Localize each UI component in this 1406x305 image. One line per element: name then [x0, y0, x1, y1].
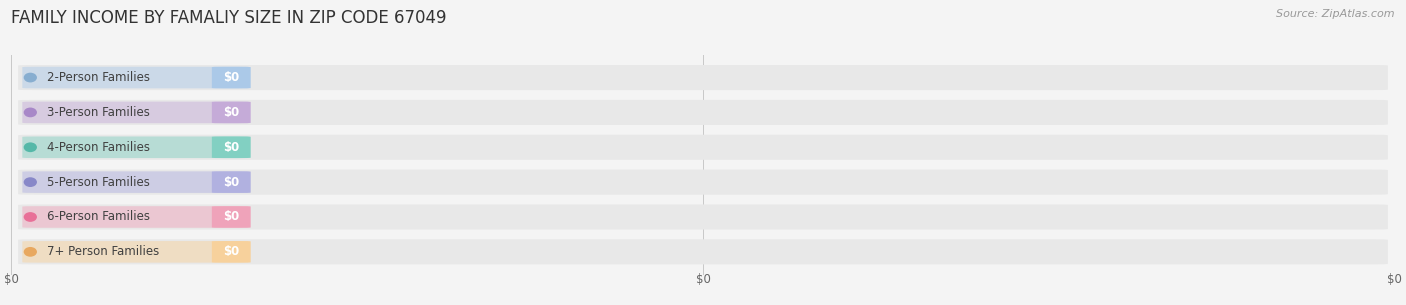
Text: 4-Person Families: 4-Person Families [46, 141, 149, 154]
Text: 2-Person Families: 2-Person Families [46, 71, 149, 84]
Text: 3-Person Families: 3-Person Families [46, 106, 149, 119]
FancyBboxPatch shape [22, 206, 250, 228]
Text: $0: $0 [224, 106, 239, 119]
FancyBboxPatch shape [18, 65, 1388, 90]
Ellipse shape [24, 247, 37, 257]
Text: $0: $0 [696, 274, 710, 286]
Ellipse shape [24, 108, 37, 117]
FancyBboxPatch shape [22, 102, 250, 123]
FancyBboxPatch shape [18, 170, 1388, 195]
Text: 5-Person Families: 5-Person Families [46, 176, 149, 188]
Text: 7+ Person Families: 7+ Person Families [46, 245, 159, 258]
FancyBboxPatch shape [18, 204, 1388, 230]
Text: $0: $0 [1388, 274, 1402, 286]
FancyBboxPatch shape [212, 102, 250, 123]
Text: Source: ZipAtlas.com: Source: ZipAtlas.com [1277, 9, 1395, 19]
FancyBboxPatch shape [212, 67, 250, 88]
Ellipse shape [24, 73, 37, 82]
Ellipse shape [24, 212, 37, 222]
FancyBboxPatch shape [212, 206, 250, 228]
FancyBboxPatch shape [18, 135, 1388, 160]
FancyBboxPatch shape [18, 239, 1388, 264]
FancyBboxPatch shape [22, 171, 250, 193]
Text: FAMILY INCOME BY FAMALIY SIZE IN ZIP CODE 67049: FAMILY INCOME BY FAMALIY SIZE IN ZIP COD… [11, 9, 447, 27]
FancyBboxPatch shape [212, 241, 250, 263]
FancyBboxPatch shape [22, 136, 250, 158]
Text: 6-Person Families: 6-Person Families [46, 210, 149, 224]
Text: $0: $0 [224, 210, 239, 224]
Text: $0: $0 [224, 71, 239, 84]
Text: $0: $0 [224, 245, 239, 258]
FancyBboxPatch shape [212, 171, 250, 193]
FancyBboxPatch shape [18, 100, 1388, 125]
Ellipse shape [24, 142, 37, 152]
FancyBboxPatch shape [22, 241, 250, 263]
Text: $0: $0 [224, 141, 239, 154]
Text: $0: $0 [4, 274, 18, 286]
Ellipse shape [24, 177, 37, 187]
FancyBboxPatch shape [22, 67, 250, 88]
Text: $0: $0 [224, 176, 239, 188]
FancyBboxPatch shape [212, 136, 250, 158]
